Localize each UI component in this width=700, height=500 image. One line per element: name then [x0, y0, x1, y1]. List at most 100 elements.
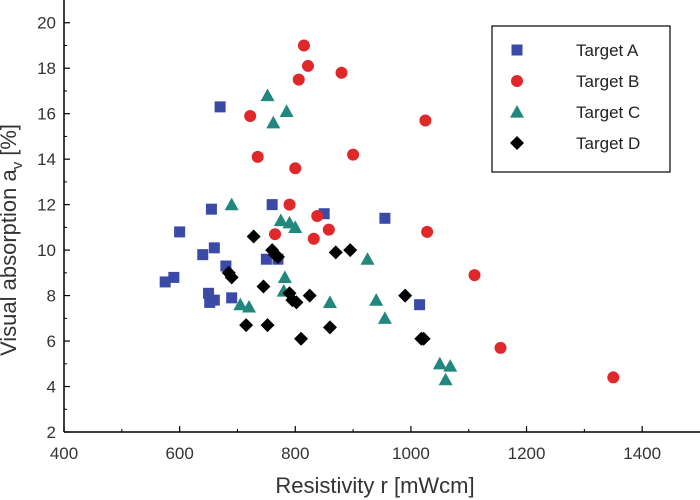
data-point [244, 109, 257, 122]
x-tick-label: 1400 [623, 444, 661, 463]
data-point [260, 253, 272, 265]
y-tick-label: 18 [37, 59, 56, 78]
x-axis-title: Resistivity r [mWcm] [275, 473, 474, 498]
data-point [328, 245, 343, 260]
data-point [226, 292, 238, 304]
data-point [289, 295, 304, 310]
data-point [224, 197, 239, 211]
series-target-d [221, 229, 431, 346]
data-point [273, 213, 288, 227]
data-point [438, 372, 453, 386]
y-tick-label: 2 [47, 423, 56, 442]
legend-label: Target C [576, 103, 640, 122]
data-point [266, 199, 278, 211]
data-point [416, 331, 431, 346]
y-axis-title-unit: [%] [0, 124, 21, 156]
data-point [220, 260, 232, 272]
data-point [260, 318, 275, 333]
data-point [197, 249, 209, 261]
data-point [266, 115, 281, 129]
data-point [311, 210, 324, 222]
data-point [379, 212, 391, 224]
data-point [322, 320, 337, 335]
data-point [224, 270, 239, 285]
y-axis-title-subscript: v [9, 161, 26, 169]
data-point [208, 294, 220, 306]
x-tick-label: 1200 [508, 444, 546, 463]
axis-frame [63, 0, 700, 433]
legend-marker [510, 105, 524, 118]
legend-marker [510, 136, 524, 150]
legend-marker [511, 75, 523, 87]
data-point [421, 225, 434, 238]
data-point [205, 203, 217, 215]
data-point [318, 208, 330, 220]
data-point [270, 249, 285, 264]
y-tick-label: 16 [37, 105, 56, 124]
y-tick-label: 8 [47, 287, 56, 306]
series-target-b [244, 39, 620, 384]
data-point [347, 148, 360, 161]
y-axis-title: Visual absorption av [%] [0, 124, 26, 356]
data-point [432, 356, 447, 370]
data-point [159, 276, 171, 288]
data-point [269, 228, 282, 241]
data-point [377, 311, 392, 324]
x-tick-label: 400 [50, 444, 78, 463]
x-tick-label: 1000 [392, 444, 430, 463]
data-point [302, 288, 317, 303]
data-point [208, 242, 220, 254]
data-point [294, 331, 309, 346]
y-axis-ticks: 2 4 6 8 10 12 14 16 18 20 [37, 14, 70, 442]
y-tick-label: 12 [37, 196, 56, 215]
data-point [322, 295, 337, 308]
data-point [289, 162, 302, 175]
data-point [168, 271, 180, 283]
data-point [283, 198, 296, 211]
data-point [398, 288, 413, 303]
data-point [292, 73, 305, 86]
data-point [256, 279, 271, 294]
y-tick-label: 10 [37, 241, 56, 260]
data-point [419, 114, 432, 127]
legend-label: Target D [576, 134, 640, 153]
data-point [233, 297, 248, 311]
data-point [174, 226, 186, 238]
legend-label: Target A [576, 41, 639, 60]
data-point [297, 39, 310, 52]
series-target-c [224, 88, 458, 386]
data-point [246, 229, 261, 244]
data-point [288, 220, 303, 233]
legend-marker [511, 44, 523, 56]
data-point [414, 299, 426, 311]
legend-label: Target B [576, 72, 639, 91]
y-tick-label: 14 [37, 150, 56, 169]
legend: Target A Target B Target C Target D [491, 25, 671, 173]
x-tick-label: 800 [281, 444, 309, 463]
data-point [239, 318, 254, 333]
x-tick-label: 600 [165, 444, 193, 463]
data-point [360, 252, 375, 265]
data-point [335, 66, 348, 79]
legend-items: Target A Target B Target C Target D [510, 41, 640, 153]
data-point [322, 223, 335, 236]
y-axis-title-main: Visual absorption a [0, 169, 21, 356]
data-point [607, 371, 620, 384]
data-points [159, 39, 620, 386]
data-point [369, 293, 384, 306]
y-tick-label: 4 [47, 378, 56, 397]
data-point [242, 299, 257, 313]
data-point [343, 243, 358, 258]
data-point [279, 104, 294, 118]
data-point [277, 270, 292, 283]
y-tick-label: 6 [47, 332, 56, 351]
data-point [203, 287, 215, 299]
data-point [260, 88, 275, 102]
data-point [214, 101, 226, 113]
data-point [494, 341, 507, 354]
data-point [251, 150, 264, 163]
data-point [301, 59, 314, 72]
data-point [443, 359, 458, 372]
data-point [307, 232, 320, 245]
x-axis-ticks: 400 600 800 1000 1200 1400 [50, 426, 661, 463]
